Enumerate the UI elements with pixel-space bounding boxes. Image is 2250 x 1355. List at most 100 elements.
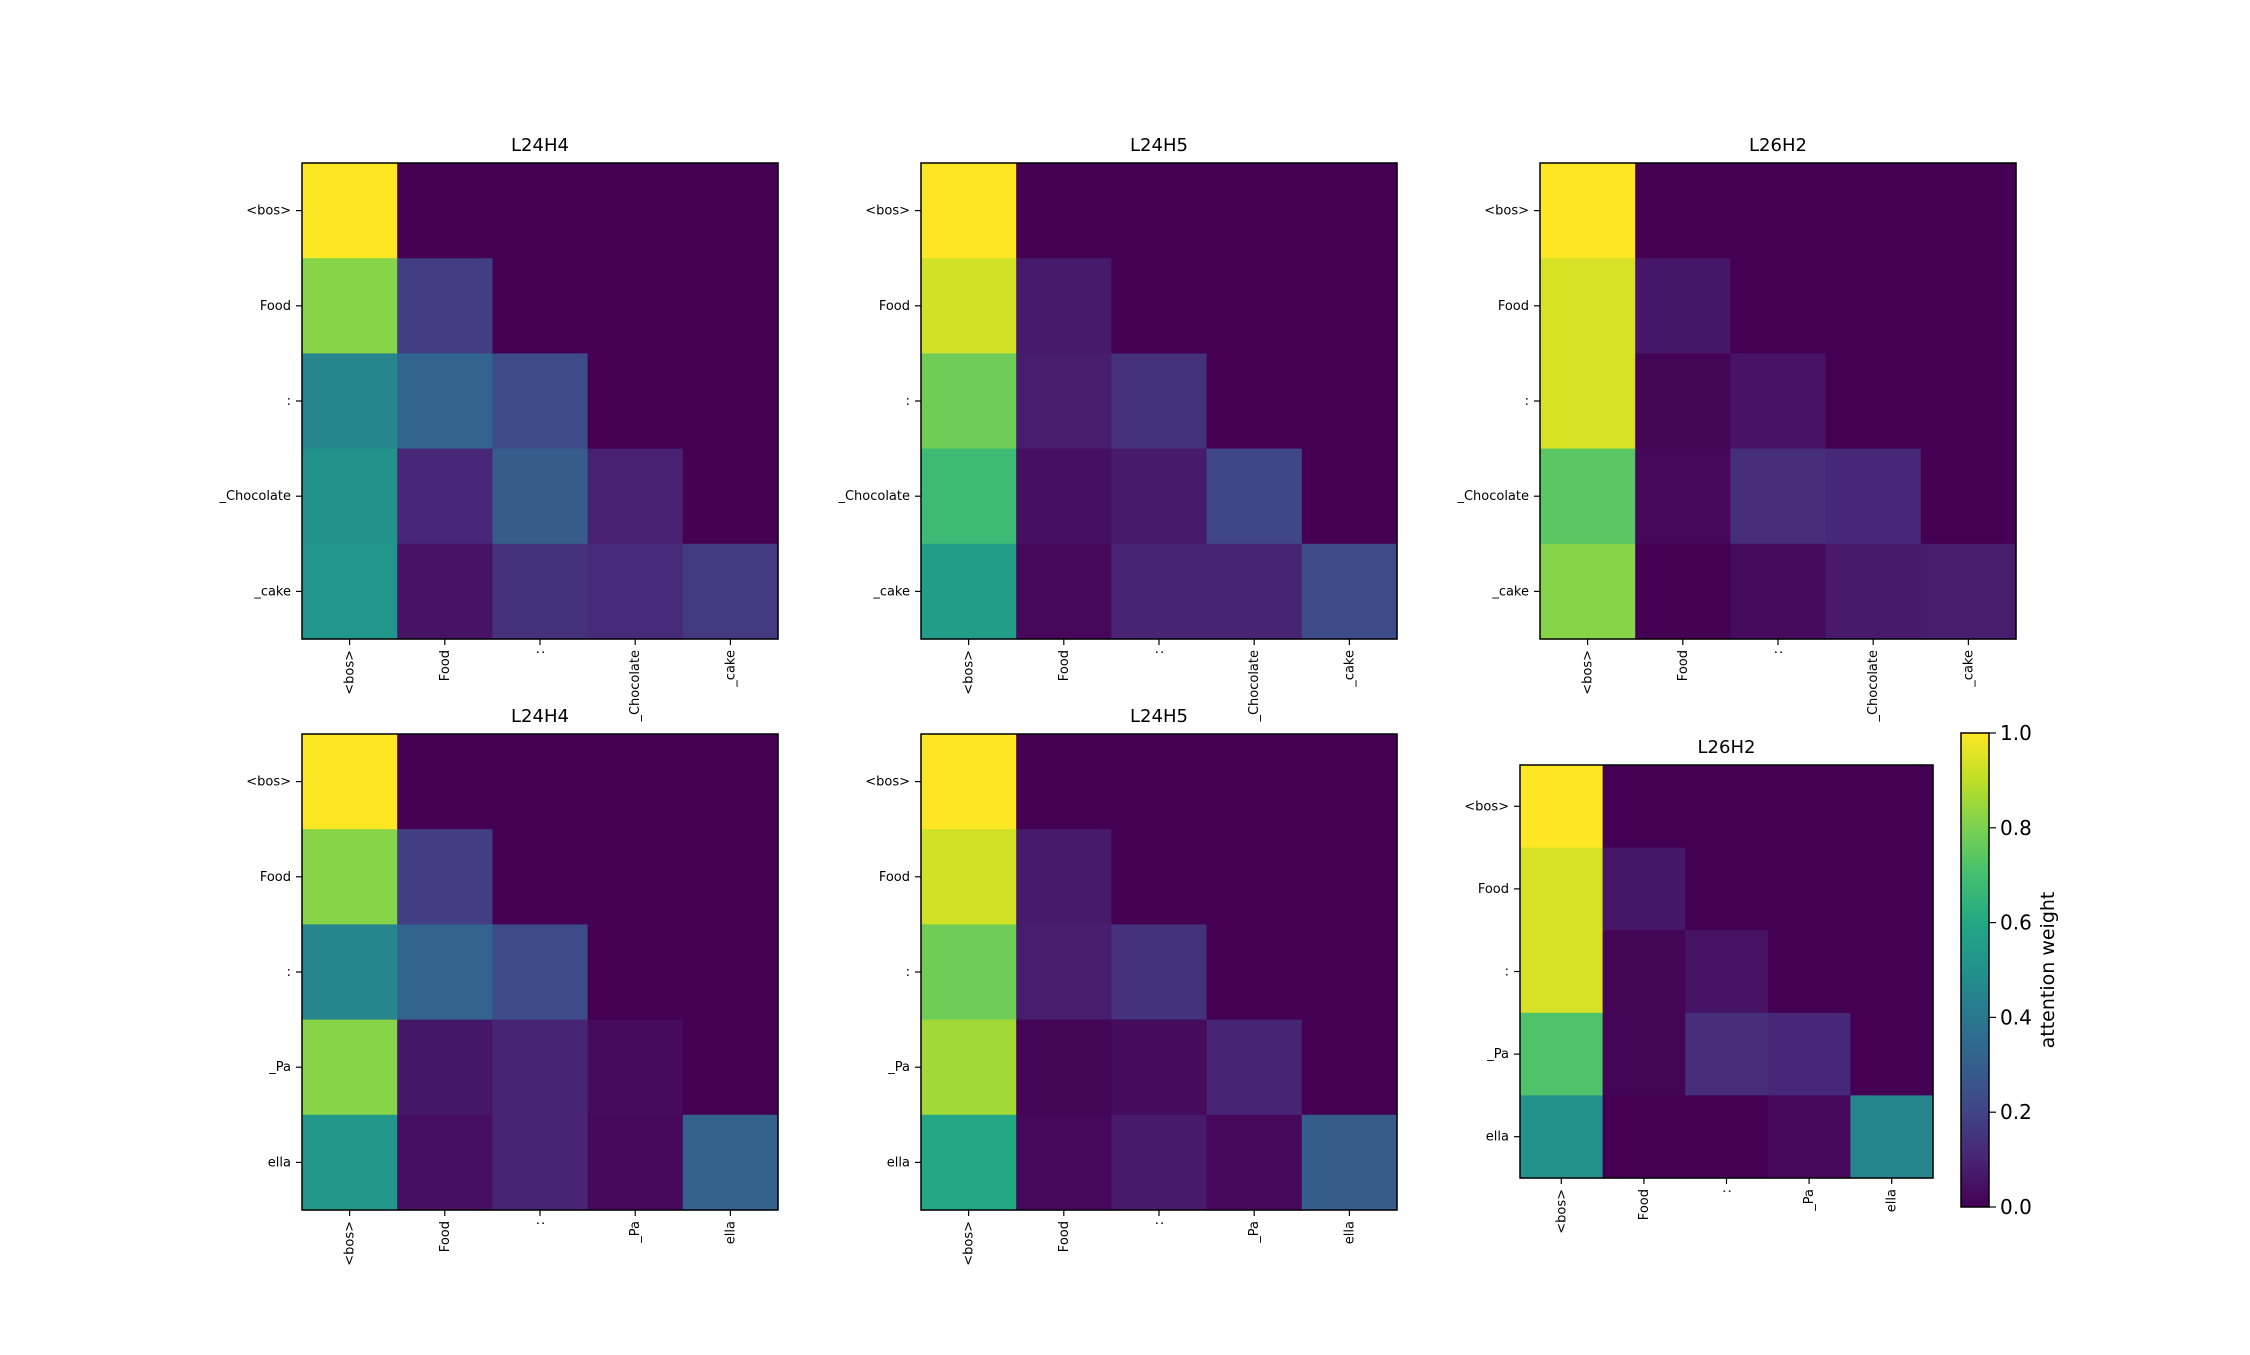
- y-tick-label: _Chocolate: [837, 489, 910, 504]
- y-tick-label: <bos>: [246, 775, 291, 790]
- x-tick-label: Food: [1676, 650, 1691, 681]
- y-tick-label: Food: [879, 299, 910, 314]
- x-tick-label: Food: [1057, 650, 1072, 681]
- colorbar-label: attention weight: [2037, 892, 2059, 1049]
- heatmap-cell: [1685, 930, 1769, 1014]
- heatmap-cell: [397, 353, 493, 450]
- heatmap-cell: [921, 163, 1017, 259]
- heatmap-cell: [682, 448, 779, 545]
- heatmap-cell: [1016, 829, 1112, 925]
- heatmap-cell: [587, 924, 684, 1021]
- heatmap-cell: [1206, 353, 1303, 450]
- heatmap-cell: [1920, 353, 2017, 450]
- heatmap-cell: [1016, 163, 1112, 259]
- heatmap-cell: [1920, 163, 2017, 259]
- x-tick-label: ella: [1342, 1221, 1357, 1244]
- heatmap-cell: [587, 1114, 684, 1211]
- heatmap-cell: [1016, 448, 1112, 545]
- heatmap-cell: [921, 829, 1017, 925]
- heatmap-cell: [1301, 258, 1398, 354]
- heatmap-cell: [1730, 353, 1827, 450]
- heatmap-cell: [397, 1114, 493, 1211]
- heatmap-cell: [397, 448, 493, 545]
- panel-title: L24H4: [511, 706, 569, 727]
- heatmap-cell: [1602, 1095, 1686, 1179]
- heatmap-cell: [397, 1019, 493, 1116]
- heatmap-cell: [1635, 258, 1731, 354]
- heatmap-cell: [1825, 353, 1922, 450]
- y-tick-label: _Pa: [887, 1060, 910, 1075]
- heatmap-cell: [921, 353, 1017, 450]
- heatmap-cell: [1730, 543, 1827, 640]
- heatmap-cell: [587, 829, 684, 925]
- heatmap-cell: [1016, 1019, 1112, 1116]
- colorbar: 0.0 0.2 0.4 0.6 0.8 1.0 attention weight: [1960, 721, 2059, 1219]
- y-tick-label: Food: [879, 870, 910, 885]
- heatmap-cell: [682, 353, 779, 450]
- heatmap-cell: [1016, 258, 1112, 354]
- heatmap-cell: [1767, 930, 1851, 1014]
- heatmap-cell: [1920, 448, 2017, 545]
- heatmap-cell: [1301, 543, 1398, 640]
- x-tick-label: _Pa: [1802, 1189, 1817, 1212]
- heatmap-cell: [921, 1114, 1017, 1211]
- colorbar-tick-label: 0.4: [2000, 1005, 2032, 1029]
- heatmap-cell: [1301, 829, 1398, 925]
- heatmap-cell: [302, 829, 398, 925]
- heatmap-cell: [1016, 1114, 1112, 1211]
- y-tick-label: :: [1525, 394, 1529, 409]
- heatmap-cell: [1850, 847, 1934, 931]
- heatmap-cell: [587, 734, 684, 830]
- heatmap-cell: [587, 448, 684, 545]
- heatmap-cell: [1301, 924, 1398, 1021]
- heatmap-cell: [682, 924, 779, 1021]
- heatmap-cell: [1685, 765, 1769, 849]
- heatmap-cell: [492, 353, 589, 450]
- heatmap-cell: [921, 258, 1017, 354]
- heatmap-cell: [1111, 543, 1208, 640]
- heatmap-cell: [492, 924, 589, 1021]
- x-tick-label: Food: [1637, 1189, 1652, 1220]
- heatmap-cell: [1520, 1012, 1604, 1096]
- heatmap-cell: [1206, 1114, 1303, 1211]
- heatmap-cell: [1730, 258, 1827, 354]
- heatmap-cell: [1111, 163, 1208, 259]
- colorbar-tick-label: 0.6: [2000, 911, 2032, 935]
- heatmap-cell: [1111, 1114, 1208, 1211]
- heatmap-cell: [1635, 543, 1731, 640]
- heatmap-cell: [492, 1019, 589, 1116]
- heatmap-cell: [302, 163, 398, 259]
- heatmap-cell: [1206, 448, 1303, 545]
- x-tick-label: _Chocolate: [1866, 650, 1881, 723]
- heatmap-cell: [1206, 829, 1303, 925]
- heatmap-cell: [1850, 930, 1934, 1014]
- heatmap-cell: [1767, 1012, 1851, 1096]
- heatmap-cell: [1602, 847, 1686, 931]
- heatmap-cell: [1301, 163, 1398, 259]
- heatmap-cell: [1602, 765, 1686, 849]
- x-tick-label: ella: [723, 1221, 738, 1244]
- heatmap-panel-1: L24H4 <bos> Food: _Chocolate _cake <bos> Food:…: [218, 135, 779, 723]
- y-tick-label: ella: [1486, 1130, 1509, 1145]
- x-tick-label: ella: [1885, 1189, 1900, 1212]
- heatmap-cell: [1920, 258, 2017, 354]
- heatmap-cell: [302, 448, 398, 545]
- y-tick-label: <bos>: [1484, 204, 1529, 219]
- heatmap-cell: [492, 1114, 589, 1211]
- panel-title: L26H2: [1749, 135, 1807, 156]
- heatmap-cell: [397, 163, 493, 259]
- y-tick-label: ella: [887, 1155, 910, 1170]
- heatmap-cell: [1635, 163, 1731, 259]
- y-tick-label: Food: [260, 870, 291, 885]
- y-tick-label: :: [287, 965, 291, 980]
- heatmap-cell: [492, 734, 589, 830]
- panel-title: L24H5: [1130, 706, 1188, 727]
- heatmap-cell: [1540, 258, 1636, 354]
- heatmap-cell: [921, 448, 1017, 545]
- heatmap-cell: [682, 829, 779, 925]
- heatmap-cell: [1767, 1095, 1851, 1179]
- y-tick-label: :: [906, 965, 910, 980]
